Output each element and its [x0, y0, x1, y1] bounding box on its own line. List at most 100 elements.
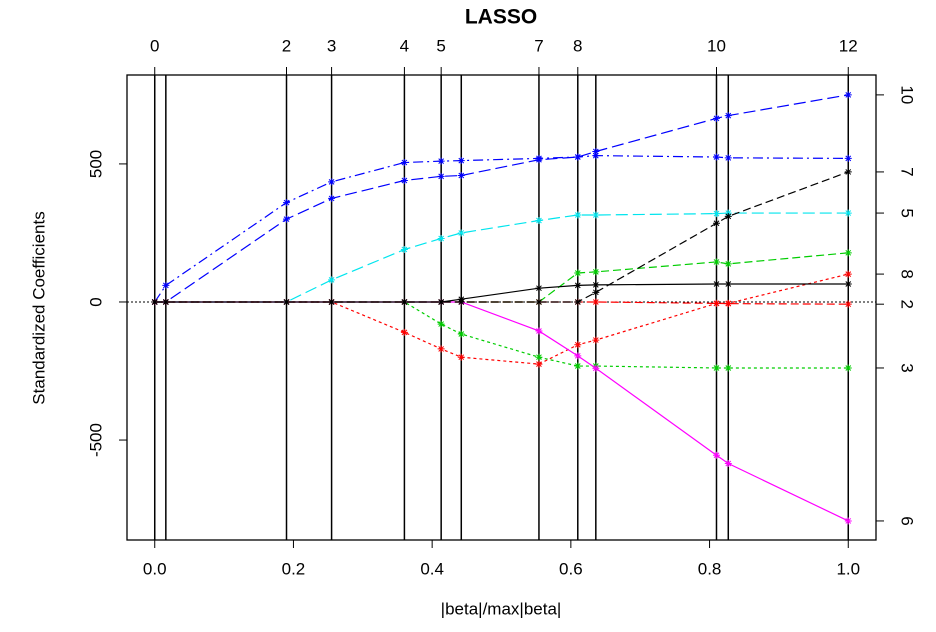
- chart-title: LASSO: [465, 6, 537, 29]
- point-marker: [844, 209, 852, 217]
- point-marker: [712, 153, 720, 161]
- point-marker: [283, 199, 291, 207]
- point-marker: [592, 298, 600, 306]
- point-marker: [574, 362, 582, 370]
- point-marker: [844, 154, 852, 162]
- point-marker: [535, 217, 543, 225]
- x-tick-label: 0.8: [698, 559, 722, 578]
- point-marker: [535, 353, 543, 361]
- series-line: [154, 94, 849, 303]
- series-line: [154, 273, 849, 365]
- point-marker: [712, 258, 720, 266]
- x2-tick-label: 2: [282, 36, 291, 55]
- x-axis-label: |beta|/max|beta|: [441, 599, 562, 618]
- point-marker: [400, 328, 408, 336]
- point-marker: [328, 276, 336, 284]
- y-tick-label: -500: [86, 423, 105, 457]
- point-marker: [328, 194, 336, 202]
- y2-tick-label: 3: [898, 363, 917, 372]
- point-marker: [535, 327, 543, 335]
- point-marker: [400, 246, 408, 254]
- point-marker: [724, 364, 732, 372]
- point-marker: [457, 172, 465, 180]
- plot-frame: [126, 74, 877, 541]
- point-marker: [712, 210, 720, 218]
- point-marker: [574, 211, 582, 219]
- x2-tick-label: 7: [534, 36, 543, 55]
- point-marker: [162, 298, 170, 306]
- point-marker: [283, 298, 291, 306]
- point-marker: [574, 298, 582, 306]
- point-marker: [535, 298, 543, 306]
- point-marker: [592, 147, 600, 155]
- y2-tick-label: 5: [898, 208, 917, 217]
- point-marker: [283, 215, 291, 223]
- y-tick-label: 0: [86, 297, 105, 306]
- point-marker: [457, 229, 465, 237]
- point-marker: [400, 298, 408, 306]
- y2-tick-label: 6: [898, 516, 917, 525]
- point-marker: [574, 269, 582, 277]
- x2-tick-label: 5: [436, 36, 445, 55]
- series-line: [154, 155, 849, 303]
- point-marker: [574, 341, 582, 349]
- series-line: [154, 301, 849, 369]
- y2-tick-label: 10: [898, 85, 917, 104]
- point-marker: [724, 280, 732, 288]
- point-marker: [724, 460, 732, 468]
- point-marker: [574, 281, 582, 289]
- x2-tick-label: 8: [573, 36, 582, 55]
- point-marker: [844, 168, 852, 176]
- point-marker: [457, 330, 465, 338]
- point-marker: [724, 300, 732, 308]
- point-marker: [535, 284, 543, 292]
- point-marker: [844, 517, 852, 525]
- point-marker: [457, 353, 465, 361]
- x-tick-label: 0.0: [143, 559, 167, 578]
- point-marker: [592, 268, 600, 276]
- x-tick-label: 0.2: [282, 559, 306, 578]
- x-tick-label: 0.6: [559, 559, 583, 578]
- series-line: [154, 252, 849, 303]
- point-marker: [151, 298, 159, 306]
- point-marker: [724, 260, 732, 268]
- point-marker: [844, 91, 852, 99]
- point-marker: [844, 364, 852, 372]
- point-marker: [592, 281, 600, 289]
- point-marker: [712, 280, 720, 288]
- point-marker: [328, 298, 336, 306]
- x2-tick-label: 0: [150, 36, 159, 55]
- point-marker: [592, 152, 600, 160]
- point-marker: [457, 295, 465, 303]
- x2-tick-label: 10: [707, 36, 726, 55]
- point-marker: [844, 249, 852, 257]
- point-marker: [844, 270, 852, 278]
- point-marker: [535, 156, 543, 164]
- point-marker: [574, 352, 582, 360]
- point-marker: [592, 211, 600, 219]
- x-tick-label: 0.4: [420, 559, 444, 578]
- point-marker: [437, 345, 445, 353]
- point-marker: [712, 451, 720, 459]
- series-line: [154, 212, 849, 303]
- point-marker: [724, 212, 732, 220]
- point-marker: [724, 154, 732, 162]
- x2-tick-label: 3: [327, 36, 336, 55]
- x2-tick-label: 12: [839, 36, 858, 55]
- point-marker: [724, 112, 732, 120]
- point-marker: [437, 157, 445, 165]
- point-marker: [437, 320, 445, 328]
- point-marker: [592, 288, 600, 296]
- y2-tick-label: 2: [898, 299, 917, 308]
- y-axis-label: Standardized Coefficients: [29, 211, 48, 404]
- point-marker: [162, 281, 170, 289]
- series-line: [154, 301, 849, 522]
- series-line: [154, 171, 849, 303]
- point-marker: [574, 153, 582, 161]
- y2-tick-label: 7: [898, 167, 917, 176]
- x2-tick-label: 4: [400, 36, 409, 55]
- point-marker: [437, 298, 445, 306]
- point-marker: [437, 234, 445, 242]
- point-marker: [712, 219, 720, 227]
